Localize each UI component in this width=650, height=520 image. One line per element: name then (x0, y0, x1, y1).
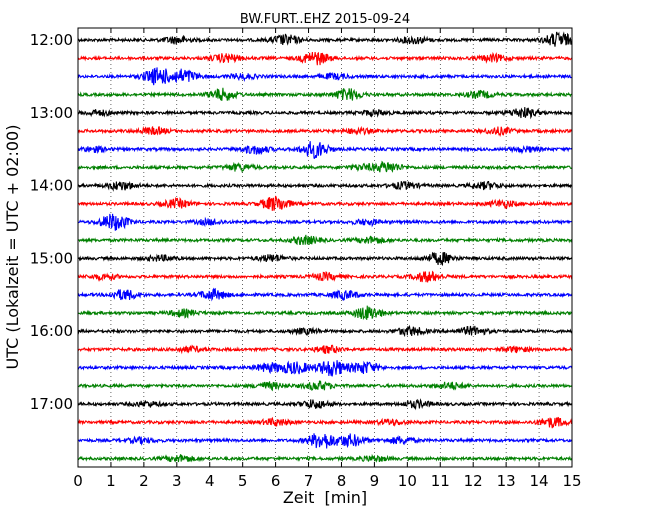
y-tick-label: 13:00 (30, 104, 73, 122)
x-tick-label: 7 (304, 472, 314, 490)
x-tick-label: 0 (73, 472, 83, 490)
y-axis-label: UTC (Lokalzeit = UTC + 02:00) (3, 125, 22, 370)
x-tick-label: 4 (205, 472, 215, 490)
trace-1415 (77, 195, 573, 211)
trace-1230 (77, 67, 573, 86)
x-axis: 0 1 2 3 4 5 6 7 8 9 10 11 12 13 14 15 (73, 28, 582, 490)
x-tick-label: 13 (497, 472, 516, 490)
x-axis-label: Zeit [min] (283, 488, 367, 507)
plot-frame (77, 27, 573, 468)
trace-1245 (77, 87, 573, 101)
x-tick-label: 6 (271, 472, 281, 490)
trace-1745 (77, 453, 573, 463)
trace-1445 (77, 234, 573, 246)
trace-group (77, 31, 573, 463)
trace-1630 (77, 360, 573, 377)
x-tick-label: 11 (431, 472, 450, 490)
trace-1715 (77, 416, 573, 429)
trace-1330 (77, 141, 573, 160)
x-tick-label: 14 (530, 472, 549, 490)
trace-1200 (77, 31, 573, 47)
trace-1545 (77, 305, 573, 321)
trace-1315 (77, 125, 573, 138)
trace-1515 (77, 270, 573, 283)
trace-1215 (77, 51, 573, 66)
y-tick-label: 15:00 (30, 249, 73, 267)
trace-1730 (77, 433, 573, 449)
x-tick-label: 3 (172, 472, 182, 490)
trace-1300 (77, 107, 573, 120)
x-tick-label: 1 (106, 472, 116, 490)
x-tick-label: 2 (139, 472, 149, 490)
x-tick-label: 8 (337, 472, 347, 490)
y-tick-label: 14:00 (30, 177, 73, 195)
y-tick-label: 17:00 (30, 395, 73, 413)
x-tick-label: 15 (562, 472, 581, 490)
trace-1700 (77, 398, 573, 411)
trace-1530 (77, 287, 573, 302)
trace-1600 (77, 324, 573, 338)
trace-1345 (77, 160, 573, 174)
trace-1615 (77, 344, 573, 355)
y-axis: 12:00 13:00 14:00 15:00 16:00 17:00 (30, 31, 572, 413)
chart-title: BW.FURT..EHZ 2015-09-24 (240, 12, 410, 27)
x-tick-label: 9 (370, 472, 380, 490)
x-tick-label: 5 (238, 472, 248, 490)
x-tick-label: 12 (464, 472, 483, 490)
trace-1500 (77, 251, 573, 267)
y-tick-label: 12:00 (30, 31, 73, 49)
y-tick-label: 16:00 (30, 322, 73, 340)
trace-1430 (77, 213, 573, 231)
x-tick-label: 10 (398, 472, 417, 490)
trace-1400 (77, 180, 573, 192)
trace-1645 (77, 380, 573, 392)
